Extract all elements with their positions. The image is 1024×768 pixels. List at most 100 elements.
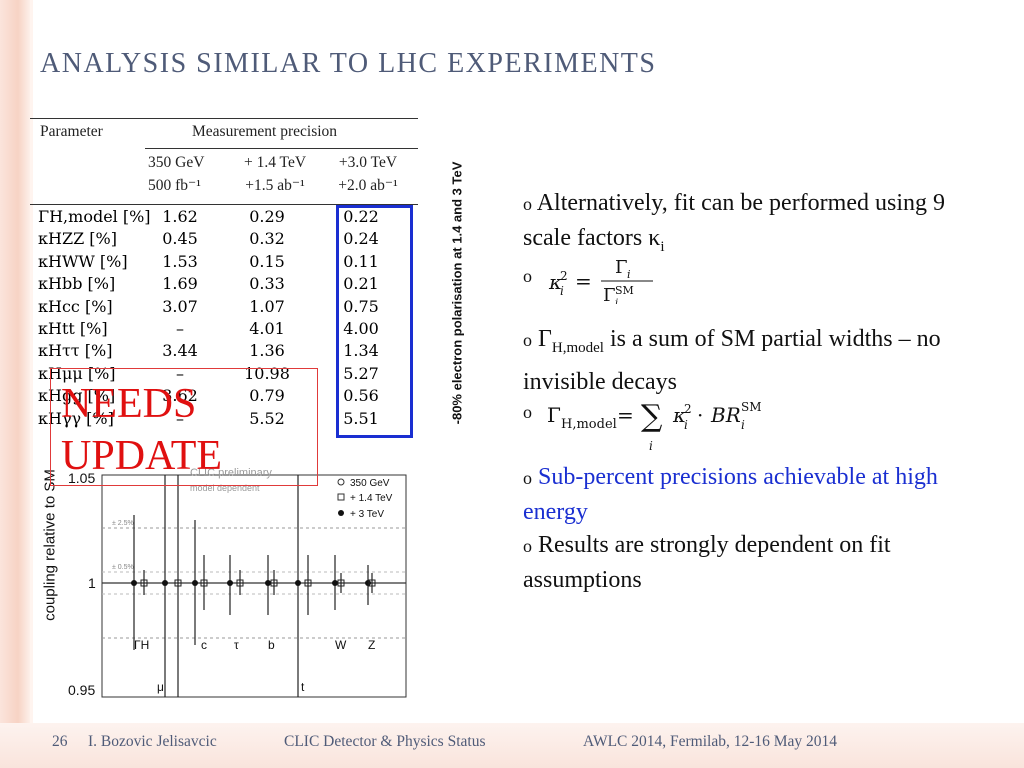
row-value: 4.00	[343, 319, 379, 338]
row-value: 0.33	[249, 274, 285, 294]
svg-text:∑: ∑	[641, 399, 663, 434]
coupling-label-z: Z	[368, 638, 375, 652]
row-parameter: κHγγ [%]	[38, 408, 114, 428]
row-value: 0.15	[249, 251, 285, 271]
decorative-side-band	[0, 0, 30, 768]
row-value: 0.29	[249, 207, 285, 226]
svg-text:i: i	[560, 284, 564, 298]
row-value: 0.24	[343, 229, 379, 249]
polarisation-caption: -80% electron polarisation at 1.4 and 3 …	[447, 108, 467, 478]
bullet-subscript: i	[660, 238, 665, 255]
header-parameter: Parameter	[40, 123, 103, 140]
row-value: 5.52	[249, 408, 285, 428]
data-marker	[270, 579, 278, 587]
row-value: 0.75	[343, 296, 379, 316]
legend-1400: + 1.4 TeV	[350, 493, 393, 504]
coupling-label-tau: τ	[234, 638, 239, 652]
row-value: 0.32	[249, 229, 285, 249]
row-value: 1.36	[249, 341, 285, 361]
bullet-text: Alternatively, fit can be performed usin…	[523, 190, 945, 251]
data-marker	[365, 580, 371, 586]
svg-text:i: i	[615, 298, 618, 304]
energy-1400: + 1.4 TeV	[243, 154, 307, 171]
ref-label-0p5: ± 0.5%	[112, 564, 134, 571]
row-value: 5.27	[343, 363, 379, 383]
chart-y-axis-label-text: coupling relative to SM	[41, 469, 59, 621]
coupling-label-t: t	[301, 680, 305, 694]
bullet-text: Sub-percent precisions achievable at hig…	[523, 464, 938, 525]
bullet-mark: o	[523, 194, 532, 214]
coupling-chart: 1.05 1 0.95 ± 2.5% ± 0.5% CLIC prelimina…	[68, 467, 407, 698]
svg-text:·: ·	[697, 403, 703, 427]
bullet-subscript: H,model	[551, 339, 604, 356]
svg-text:Γ: Γ	[603, 285, 616, 304]
footer-talk: CLIC Detector & Physics Status	[284, 733, 486, 750]
kappa-formula: κ i 2 = Γ i Γ i SM	[548, 257, 653, 304]
row-value: 0.79	[249, 386, 285, 406]
row-value: 0.45	[162, 229, 198, 249]
table-row: κHττ [%] 3.44 1.36 1.34	[30, 341, 418, 364]
row-value: 3.07	[162, 296, 198, 316]
table-row: κHWW [%] 1.53 0.15 0.11	[30, 252, 418, 275]
bullet-kappa-formula: o κ i 2 = Γ i Γ i SM	[523, 257, 973, 304]
decorative-stripe	[30, 0, 33, 768]
energy-350: 350 GeV	[148, 154, 205, 171]
row-value: 0.56	[343, 386, 379, 406]
data-marker	[140, 579, 148, 587]
needs-update-stamp: NEEDS UPDATE	[50, 368, 318, 486]
footer-event: AWLC 2014, Fermilab, 12-16 May 2014	[583, 733, 838, 750]
data-marker	[200, 579, 208, 587]
row-value: 1.62	[162, 207, 198, 226]
row-parameter: κHττ [%]	[38, 341, 113, 361]
coupling-label-w: W	[335, 638, 347, 652]
row-parameter: κHtt [%]	[38, 319, 108, 338]
data-marker	[192, 580, 198, 586]
table-row: ΓH,model [%] 1.62 0.29 0.22	[30, 207, 418, 230]
bullet-fit-assumptions: o Results are strongly dependent on fit …	[523, 528, 973, 597]
bullet-gamma-model: o ΓH,model is a sum of SM partial widths…	[523, 322, 973, 399]
table-row: κHZZ [%] 0.45 0.32 0.24	[30, 229, 418, 252]
row-value: 4.01	[249, 319, 285, 338]
table-row: κHtt [%] – 4.01 4.00	[30, 319, 418, 342]
bullet-sum-formula: o Γ H,model = ∑ i κ i 2 · BR i SM	[523, 394, 973, 453]
row-parameter: κHcc [%]	[38, 296, 113, 316]
row-value: 0.11	[343, 251, 379, 271]
bullet-mark: o	[523, 536, 532, 556]
row-parameter: κHgg [%]	[38, 386, 116, 406]
y-tick-mid: 1	[88, 575, 96, 591]
legend-350: 350 GeV	[350, 478, 390, 489]
energy-3000: +3.0 TeV	[338, 154, 398, 171]
preliminary-label: CLIC preliminary	[190, 467, 272, 479]
row-value: 1.69	[162, 274, 198, 294]
svg-text:i: i	[649, 439, 653, 453]
table-row: κHgg [%] 3.62 0.79 0.56	[30, 386, 418, 409]
y-tick-bottom: 0.95	[68, 682, 95, 698]
legend-marker-350	[337, 478, 345, 486]
y-tick-top: 1.05	[68, 470, 95, 486]
row-value: 3.62	[162, 386, 198, 406]
row-parameter: κHbb [%]	[38, 274, 116, 294]
svg-text:2: 2	[560, 269, 568, 283]
svg-text:Γ: Γ	[547, 403, 561, 427]
svg-text:κ: κ	[672, 403, 686, 427]
row-value: 3.44	[162, 341, 198, 361]
data-marker	[265, 580, 271, 586]
row-parameter: κHWW [%]	[38, 251, 128, 271]
bullet-sub-percent: o Sub-percent precisions achievable at h…	[523, 460, 973, 529]
footer-author: I. Bozovic Jelisavcic	[88, 733, 217, 750]
data-marker	[162, 580, 168, 586]
data-marker	[131, 580, 137, 586]
row-parameter: ΓH,model [%]	[38, 207, 151, 226]
legend-marker-1400	[337, 493, 345, 501]
legend-3000: + 3 TeV	[350, 509, 384, 520]
row-value: 5.51	[343, 408, 379, 428]
bullet-mark: o	[523, 402, 532, 422]
svg-text:2: 2	[684, 402, 692, 416]
svg-text:=: =	[617, 403, 634, 427]
svg-text:BR: BR	[710, 403, 741, 427]
footer-band	[0, 723, 1024, 768]
lumi-3000: +2.0 ab⁻¹	[338, 177, 398, 194]
plot-frame	[101, 474, 407, 698]
svg-text:i: i	[684, 418, 688, 432]
coupling-label-b: b	[268, 638, 275, 652]
